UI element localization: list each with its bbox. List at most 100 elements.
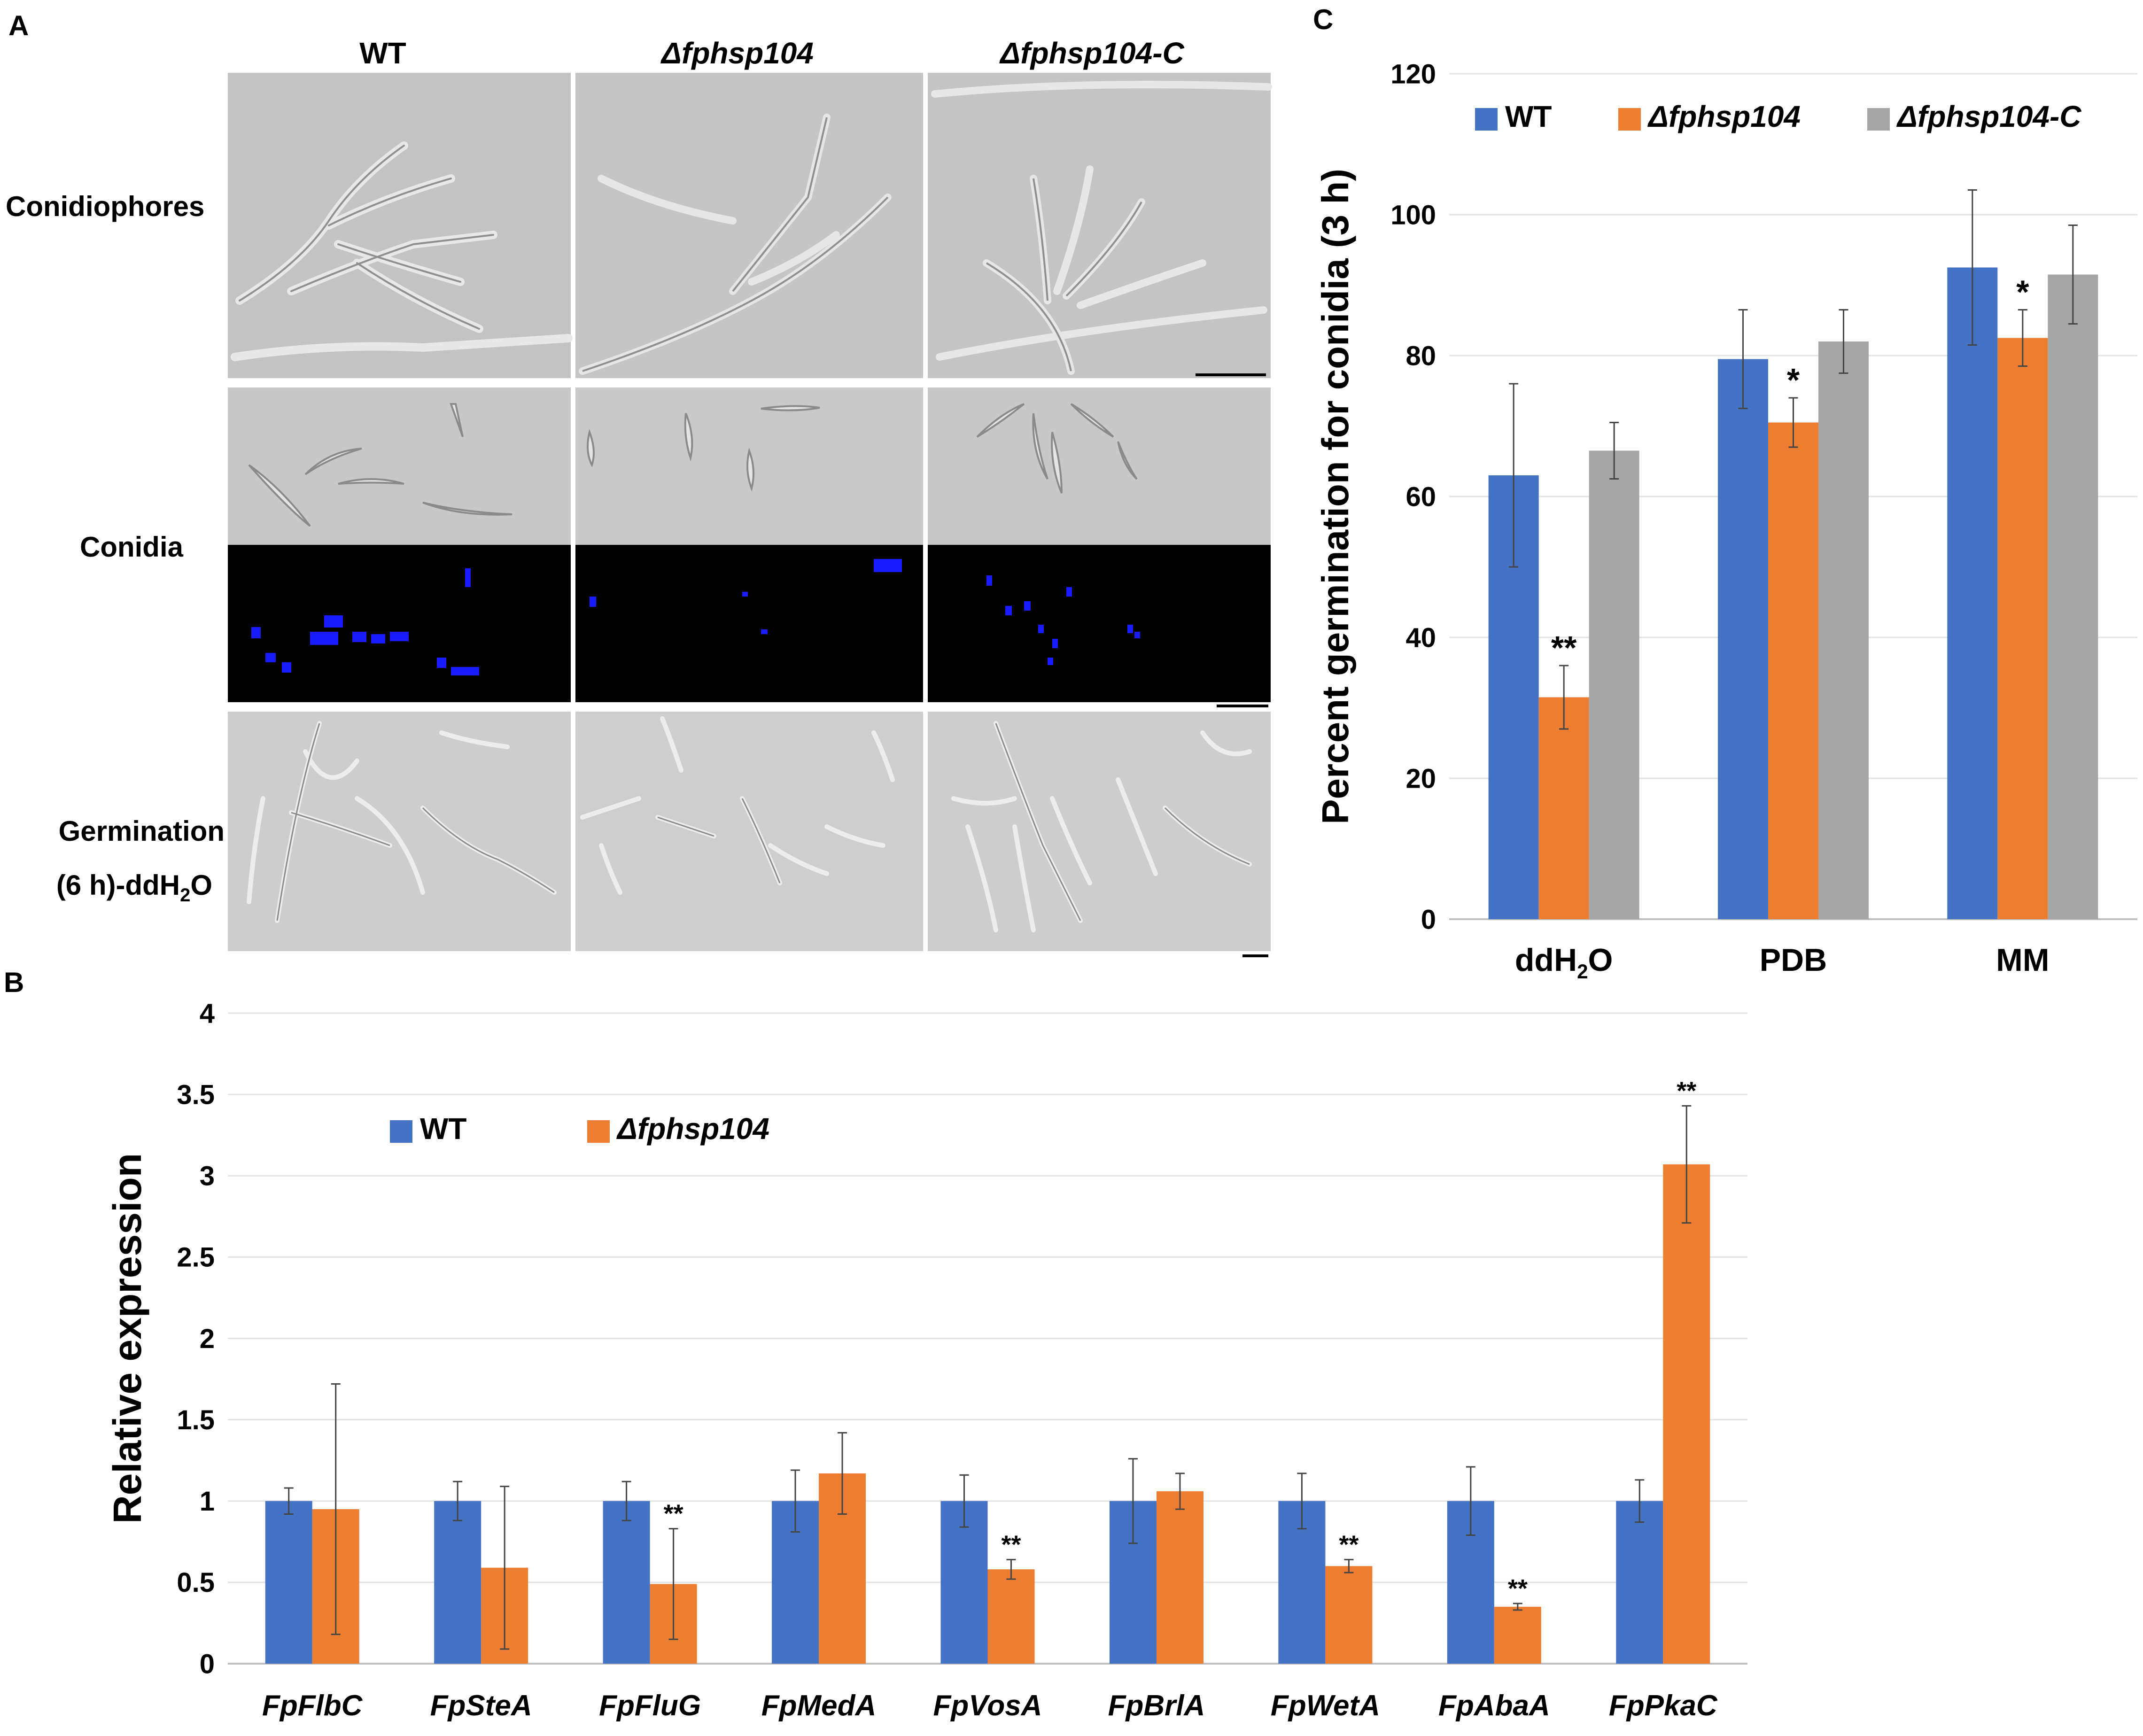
- c-error-bar: [1738, 309, 1748, 409]
- c-error-bar: [2018, 309, 2027, 367]
- c-error-bar: [1509, 383, 1519, 568]
- b-y-tick-label: 0.5: [177, 1567, 215, 1598]
- panel-b-relative-expression-chart: B 00.511.522.533.54 Relative expression …: [4, 967, 1747, 1722]
- row-label-conidia: Conidia: [80, 531, 184, 563]
- b-bar: [265, 1501, 312, 1664]
- panel-b-label: B: [4, 967, 24, 998]
- b-error-bar: [331, 1383, 341, 1635]
- column-header-mutant: Δfphsp104: [660, 36, 814, 70]
- c-x-tick-text: PDB: [1760, 942, 1827, 978]
- c-bar: [1718, 359, 1768, 919]
- panel-c-legend: WT Δfphsp104 Δfphsp104-C: [1475, 100, 2081, 133]
- b-error-bar: [1006, 1558, 1016, 1580]
- c-y-tick-label: 20: [1405, 763, 1436, 794]
- c-bar: [1538, 697, 1589, 919]
- row-label-conidiophores: Conidiophores: [6, 191, 204, 222]
- c-legend-label: Δfphsp104-C: [1896, 100, 2081, 133]
- b-bar: [1616, 1501, 1663, 1664]
- b-legend-label: WT: [420, 1112, 467, 1146]
- c-error-bar: [1839, 309, 1848, 374]
- c-legend-swatch: [1867, 108, 1890, 131]
- micrograph-conidiophores-wt: [228, 73, 573, 378]
- panel-c-bars: ****: [1488, 189, 2098, 919]
- panel-c-label: C: [1313, 4, 1333, 35]
- b-error-bar: [621, 1480, 631, 1521]
- c-x-tick-label: PDB: [1760, 942, 1827, 978]
- b-x-tick-label: FpFlbC: [262, 1690, 363, 1722]
- micrograph-conidia-wt: [228, 388, 571, 702]
- b-y-tick-label: 1: [200, 1486, 215, 1517]
- column-header-complement: Δfphsp104-C: [999, 36, 1184, 70]
- micrograph-conidiophores-complement: [928, 73, 1272, 378]
- c-legend-swatch: [1475, 108, 1498, 131]
- b-y-tick-label: 2: [200, 1324, 215, 1354]
- b-significance-mark: **: [1508, 1574, 1528, 1603]
- b-error-bar: [1128, 1458, 1138, 1544]
- c-bar: [1818, 341, 1869, 919]
- panel-b-x-ticks: FpFlbC FpSteA FpFluG FpMedA FpVosA FpBrlA FpWe…: [262, 1690, 1718, 1722]
- c-x-tick-tail: O: [1588, 942, 1613, 978]
- c-legend-label: Δfphsp104: [1647, 100, 1801, 133]
- b-error-bar: [284, 1487, 294, 1515]
- micrograph-conidiophores-mutant: [575, 73, 923, 378]
- b-y-tick-label: 3: [200, 1161, 215, 1192]
- b-error-bar: [1175, 1472, 1185, 1510]
- c-bar: [1589, 450, 1639, 919]
- b-bar: [987, 1569, 1035, 1664]
- b-error-bar: [1466, 1466, 1475, 1536]
- c-bar: [2048, 274, 2098, 919]
- b-error-bar: [1297, 1472, 1307, 1530]
- micrograph-conidia-complement: [928, 388, 1271, 707]
- b-error-bar: [791, 1469, 800, 1533]
- panel-b-y-axis-label: Relative expression: [105, 1153, 149, 1524]
- b-bar: [1156, 1491, 1203, 1664]
- panel-b-y-ticks: 0 0.5 1 1.5 2 2.5 3 3.5 4: [177, 998, 215, 1679]
- b-y-tick-label: 0: [200, 1649, 215, 1679]
- c-y-tick-label: 100: [1390, 200, 1436, 230]
- b-error-bar: [1635, 1479, 1645, 1523]
- b-error-bar: [668, 1528, 678, 1640]
- b-legend-swatch: [587, 1120, 610, 1143]
- c-significance-mark: **: [1551, 629, 1577, 666]
- panel-c-y-ticks: 0 20 40 60 80 100 120: [1390, 59, 1436, 935]
- b-x-tick-label: FpMedA: [761, 1690, 877, 1722]
- b-x-tick-label: FpFluG: [599, 1690, 701, 1722]
- b-bar: [940, 1501, 988, 1664]
- panel-b-legend: WT Δfphsp104: [390, 1112, 769, 1146]
- c-significance-mark: *: [1787, 362, 1800, 398]
- micrograph-germination-complement: [928, 712, 1271, 957]
- b-error-bar: [453, 1480, 463, 1521]
- c-legend-swatch: [1618, 108, 1641, 131]
- b-significance-mark: **: [1001, 1530, 1021, 1558]
- panel-a-label: A: [8, 10, 29, 41]
- c-x-tick-sub: 2: [1577, 961, 1588, 983]
- b-significance-mark: **: [1339, 1530, 1359, 1558]
- c-y-tick-label: 0: [1421, 904, 1436, 935]
- b-error-bar: [1513, 1603, 1522, 1611]
- b-error-bar: [959, 1474, 969, 1528]
- c-error-bar: [1967, 189, 1977, 346]
- b-bar: [1663, 1164, 1710, 1664]
- b-error-bar: [1682, 1105, 1692, 1224]
- c-bar: [1997, 338, 2048, 919]
- b-x-tick-label: FpSteA: [430, 1690, 532, 1722]
- micrograph-germination-wt: [228, 712, 571, 951]
- c-error-bar: [2068, 225, 2078, 325]
- b-error-bar: [500, 1486, 510, 1650]
- c-y-tick-label: 40: [1405, 622, 1436, 653]
- c-error-bar: [1609, 422, 1619, 480]
- b-y-tick-label: 3.5: [177, 1079, 215, 1110]
- micrograph-conidia-mutant: [575, 388, 923, 702]
- c-x-tick-label: MM: [1996, 942, 2049, 978]
- panel-b-bars: ** ** ** ** **: [265, 1077, 1710, 1664]
- b-significance-mark: **: [1677, 1077, 1696, 1105]
- b-error-bar: [838, 1432, 847, 1515]
- panel-a-micrographs: A WT Δfphsp104 Δfphsp104-C Conidiophores…: [6, 10, 1272, 957]
- b-y-tick-label: 1.5: [177, 1405, 215, 1435]
- c-bar: [1768, 422, 1818, 919]
- c-y-tick-label: 80: [1405, 341, 1436, 371]
- c-error-bar: [1559, 665, 1569, 730]
- b-legend-swatch: [390, 1120, 412, 1143]
- c-error-bar: [1788, 397, 1798, 448]
- b-bar: [434, 1501, 481, 1664]
